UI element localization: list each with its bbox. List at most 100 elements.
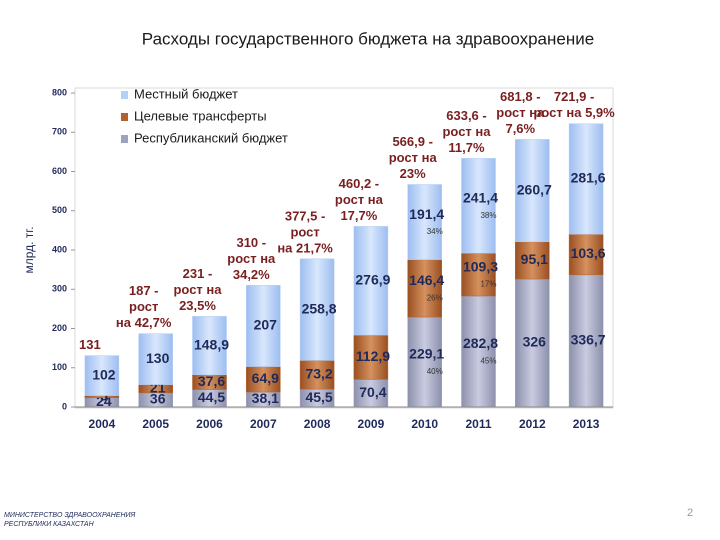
bar-segment	[299, 258, 335, 361]
x-tick-label: 2009	[358, 417, 385, 431]
x-tick-label: 2010	[411, 417, 438, 431]
data-label: 241,4	[463, 189, 498, 205]
total-annotation: рост на	[227, 251, 276, 266]
total-annotation: 460,2 -	[339, 176, 379, 191]
x-tick-label: 2008	[304, 417, 331, 431]
bar-segment	[246, 366, 281, 393]
bar-segment	[138, 333, 173, 385]
data-label: 103,6	[571, 245, 606, 261]
legend-label: Республиканский бюджет	[134, 130, 288, 145]
x-tick-label: 2006	[196, 417, 223, 431]
data-label: 36	[150, 391, 166, 407]
total-annotation: рост на	[496, 105, 545, 120]
total-annotation: на 42,7%	[116, 315, 172, 330]
x-tick-label: 2004	[89, 417, 116, 431]
share-label: 40%	[427, 367, 443, 376]
data-label: 326	[523, 334, 547, 350]
data-label: 38,1	[252, 390, 279, 406]
data-label: 102	[92, 366, 116, 382]
bar-segment	[84, 355, 120, 396]
total-annotation: 34,2%	[233, 267, 270, 282]
data-label: 64,9	[252, 370, 279, 386]
y-axis-label: млрд. тг.	[22, 226, 36, 273]
legend-swatch	[121, 91, 128, 99]
data-label: 112,9	[356, 348, 390, 364]
x-tick-label: 2013	[573, 417, 600, 431]
bar-segment	[192, 316, 227, 376]
bar-segment	[461, 252, 496, 297]
share-label: 26%	[427, 293, 443, 302]
total-annotation: рост на	[389, 150, 438, 165]
data-label: 191,4	[409, 206, 444, 222]
footer-line: РЕСПУБЛИКИ КАЗАХСТАН	[4, 521, 95, 528]
data-label: 109,3	[463, 258, 498, 274]
total-annotation: 377,5 -	[285, 208, 325, 223]
share-label: 17%	[480, 280, 496, 289]
data-label: 95,1	[521, 251, 548, 267]
x-tick-label: 2011	[465, 417, 491, 431]
y-tick-label: 300	[52, 284, 67, 294]
bar-segment	[299, 360, 335, 390]
bar-segment	[461, 295, 496, 408]
total-annotation: 7,6%	[505, 121, 535, 136]
total-annotation: рост	[129, 299, 158, 314]
y-tick-label: 800	[52, 87, 67, 97]
bar-segment	[515, 241, 550, 280]
total-annotation: 633,6 -	[446, 108, 486, 123]
y-tick-label: 700	[52, 127, 67, 137]
y-tick-label: 400	[52, 244, 67, 254]
bar-segment	[353, 226, 389, 336]
bar-segment	[568, 233, 604, 276]
bar-segment	[515, 139, 550, 242]
footer-line: МИНИСТЕРСТВО ЗДРАВООХРАНЕНИЯ	[4, 512, 136, 519]
plot-frame	[74, 87, 614, 409]
bar-segment	[246, 285, 281, 367]
total-annotation: на 21,7%	[277, 240, 333, 255]
total-annotation: 231 -	[183, 266, 213, 281]
data-label: 229,1	[409, 346, 444, 362]
bar-segment	[568, 123, 604, 235]
page-number: 2	[687, 507, 693, 519]
bar-segment	[461, 158, 496, 254]
total-annotation: рост на 5,9%	[533, 105, 615, 120]
total-annotation: 566,9 -	[392, 134, 432, 149]
total-annotation: 721,9 -	[554, 89, 594, 104]
data-label: 130	[146, 350, 170, 366]
data-label: 70,4	[359, 384, 386, 400]
y-tick-label: 100	[52, 362, 67, 372]
data-label: 258,8	[302, 300, 337, 316]
total-annotation: рост	[290, 224, 319, 239]
y-tick-label: 600	[52, 166, 67, 176]
data-label: 276,9	[355, 271, 390, 287]
total-annotation: рост на	[442, 124, 491, 139]
data-label: 37,6	[198, 373, 225, 389]
data-label: 207	[254, 317, 278, 333]
share-label: 45%	[480, 357, 496, 366]
chart-title: Расходы государственного бюджета на здра…	[142, 29, 594, 48]
legend-swatch	[121, 135, 128, 143]
data-label: 336,7	[571, 332, 606, 348]
share-label: 38%	[480, 211, 496, 220]
total-annotation: 23%	[400, 166, 426, 181]
total-annotation: 310 -	[236, 235, 266, 250]
data-label: 146,4	[409, 272, 444, 288]
data-label: 281,6	[571, 170, 606, 186]
x-tick-label: 2012	[519, 417, 546, 431]
bar-segment	[407, 184, 442, 260]
data-label: 73,2	[305, 365, 332, 381]
y-tick-label: 0	[62, 401, 67, 411]
x-tick-label: 2007	[250, 417, 277, 431]
data-label: 260,7	[517, 181, 552, 197]
x-tick-label: 2005	[142, 417, 169, 431]
total-annotation: 17,7%	[340, 208, 377, 223]
data-label: 45,5	[305, 389, 332, 405]
bar-segment	[407, 259, 442, 318]
data-label: 148,9	[194, 336, 229, 352]
data-label: 282,8	[463, 335, 498, 351]
bar-segment	[568, 274, 604, 408]
bar-segment	[353, 334, 389, 380]
total-annotation: 23,5%	[179, 298, 216, 313]
total-annotation: 187 -	[129, 283, 159, 298]
total-annotation: рост на	[173, 282, 222, 297]
